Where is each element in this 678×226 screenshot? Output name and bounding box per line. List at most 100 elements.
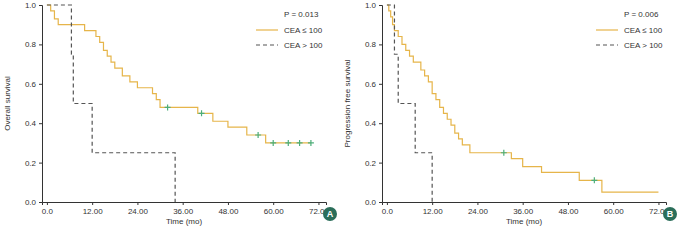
y-tick-label: 0.6 — [25, 80, 37, 89]
y-tick-label: 1.0 — [365, 1, 377, 10]
x-axis-title: Time (mo) — [166, 217, 202, 226]
x-tick-label: 24.00 — [128, 207, 149, 216]
survival-curve — [387, 5, 432, 202]
y-tick: 0.8 — [365, 40, 382, 49]
y-tick: 0.6 — [25, 80, 42, 89]
x-tick-label: 12.00 — [83, 207, 104, 216]
y-tick-label: 0.0 — [365, 198, 377, 207]
y-tick: 0.8 — [25, 40, 42, 49]
x-tick-mark — [92, 202, 93, 205]
y-tick-label: 0.6 — [365, 80, 377, 89]
y-tick-label: 0.8 — [25, 40, 37, 49]
panel-badge-circle — [663, 207, 677, 221]
survival-curve — [47, 5, 311, 143]
y-tick: 0.6 — [365, 80, 382, 89]
x-tick: 48.00 — [558, 202, 579, 216]
censor-mark — [270, 140, 276, 146]
y-tick-label: 0.8 — [365, 40, 377, 49]
x-tick: 24.00 — [128, 202, 149, 216]
censor-mark — [308, 140, 314, 146]
x-tick-mark — [318, 202, 319, 205]
y-tick-mark — [379, 123, 382, 124]
y-axis-line — [39, 6, 43, 203]
y-tick: 0.4 — [25, 119, 42, 128]
x-tick-mark — [47, 202, 48, 205]
legend-label: CEA ≤ 100 — [284, 26, 323, 35]
censor-mark — [165, 104, 171, 110]
x-axis: 0.012.0024.0036.0048.0060.0072.00 — [382, 202, 670, 216]
y-tick-mark — [379, 202, 382, 203]
x-tick: 36.00 — [513, 202, 534, 216]
x-tick-label: 36.00 — [173, 207, 194, 216]
censor-mark — [255, 132, 261, 138]
x-tick-label: 24.00 — [468, 207, 489, 216]
panel: 0.012.0024.0036.0048.0060.0072.000.00.20… — [3, 1, 337, 226]
x-tick: 0.0 — [42, 202, 54, 216]
x-tick-label: 60.00 — [604, 207, 625, 216]
x-tick: 0.0 — [382, 202, 394, 216]
plot-marks — [387, 5, 659, 202]
survival-curve — [47, 5, 175, 202]
plot-marks — [47, 5, 314, 202]
survival-curve — [387, 5, 659, 192]
y-tick: 0.4 — [365, 119, 382, 128]
x-tick: 12.00 — [83, 202, 104, 216]
y-axis-line — [379, 6, 383, 203]
y-tick-mark — [379, 5, 382, 6]
y-tick-mark — [39, 202, 42, 203]
x-tick: 60.00 — [604, 202, 625, 216]
x-tick: 12.00 — [423, 202, 444, 216]
x-tick-mark — [137, 202, 138, 205]
legend: CEA ≤ 100 CEA > 100 — [256, 26, 323, 50]
x-tick-label: 60.00 — [264, 207, 285, 216]
y-tick-mark — [39, 84, 42, 85]
x-tick-label: 12.00 — [423, 207, 444, 216]
panel-badge-circle — [323, 207, 337, 221]
panel: 0.012.0024.0036.0048.0060.0072.000.00.20… — [343, 1, 677, 226]
y-tick: 1.0 — [25, 1, 42, 10]
p-value: P = 0.006 — [624, 10, 659, 19]
censor-mark — [199, 110, 205, 116]
y-tick-mark — [39, 5, 42, 6]
y-axis: 0.0 0.2 0.4 0.6 0.8 1.0 — [25, 1, 43, 207]
legend-swatch — [256, 29, 278, 30]
panel-badge: A — [323, 207, 337, 221]
legend-swatch — [596, 29, 618, 30]
panel-badge: B — [663, 207, 677, 221]
y-tick-label: 1.0 — [25, 1, 37, 10]
x-tick-mark — [613, 202, 614, 205]
x-tick: 48.00 — [218, 202, 239, 216]
y-tick-mark — [39, 44, 42, 45]
x-tick-label: 48.00 — [218, 207, 239, 216]
y-tick-label: 0.2 — [25, 159, 37, 168]
y-axis: 0.0 0.2 0.4 0.6 0.8 1.0 — [365, 1, 383, 207]
y-tick-label: 0.4 — [25, 119, 37, 128]
x-axis-line — [383, 203, 667, 206]
y-tick-label: 0.0 — [25, 198, 37, 207]
y-axis-title: Overall survival — [3, 76, 12, 131]
y-tick: 1.0 — [365, 1, 382, 10]
x-tick-mark — [477, 202, 478, 205]
y-tick: 0.2 — [365, 159, 382, 168]
y-tick: 0.2 — [25, 159, 42, 168]
figure: 0.012.0024.0036.0048.0060.0072.000.00.20… — [0, 0, 678, 226]
censor-mark — [297, 140, 303, 146]
y-tick-mark — [379, 44, 382, 45]
panel-letter: B — [667, 209, 674, 219]
x-tick-mark — [183, 202, 184, 205]
y-tick-mark — [39, 123, 42, 124]
x-tick: 36.00 — [173, 202, 194, 216]
legend-label: CEA > 100 — [284, 41, 323, 50]
x-tick-mark — [228, 202, 229, 205]
x-axis-line — [43, 203, 327, 206]
x-tick: 60.00 — [264, 202, 285, 216]
x-axis: 0.012.0024.0036.0048.0060.0072.00 — [42, 202, 330, 216]
legend-label: CEA ≤ 100 — [624, 26, 663, 35]
legend-swatch — [256, 44, 278, 45]
y-tick: 0.0 — [25, 198, 42, 207]
y-tick: 0.0 — [365, 198, 382, 207]
x-tick-mark — [432, 202, 433, 205]
x-tick-label: 36.00 — [513, 207, 534, 216]
y-axis-title: Progression free survival — [343, 59, 352, 147]
x-tick-mark — [273, 202, 274, 205]
